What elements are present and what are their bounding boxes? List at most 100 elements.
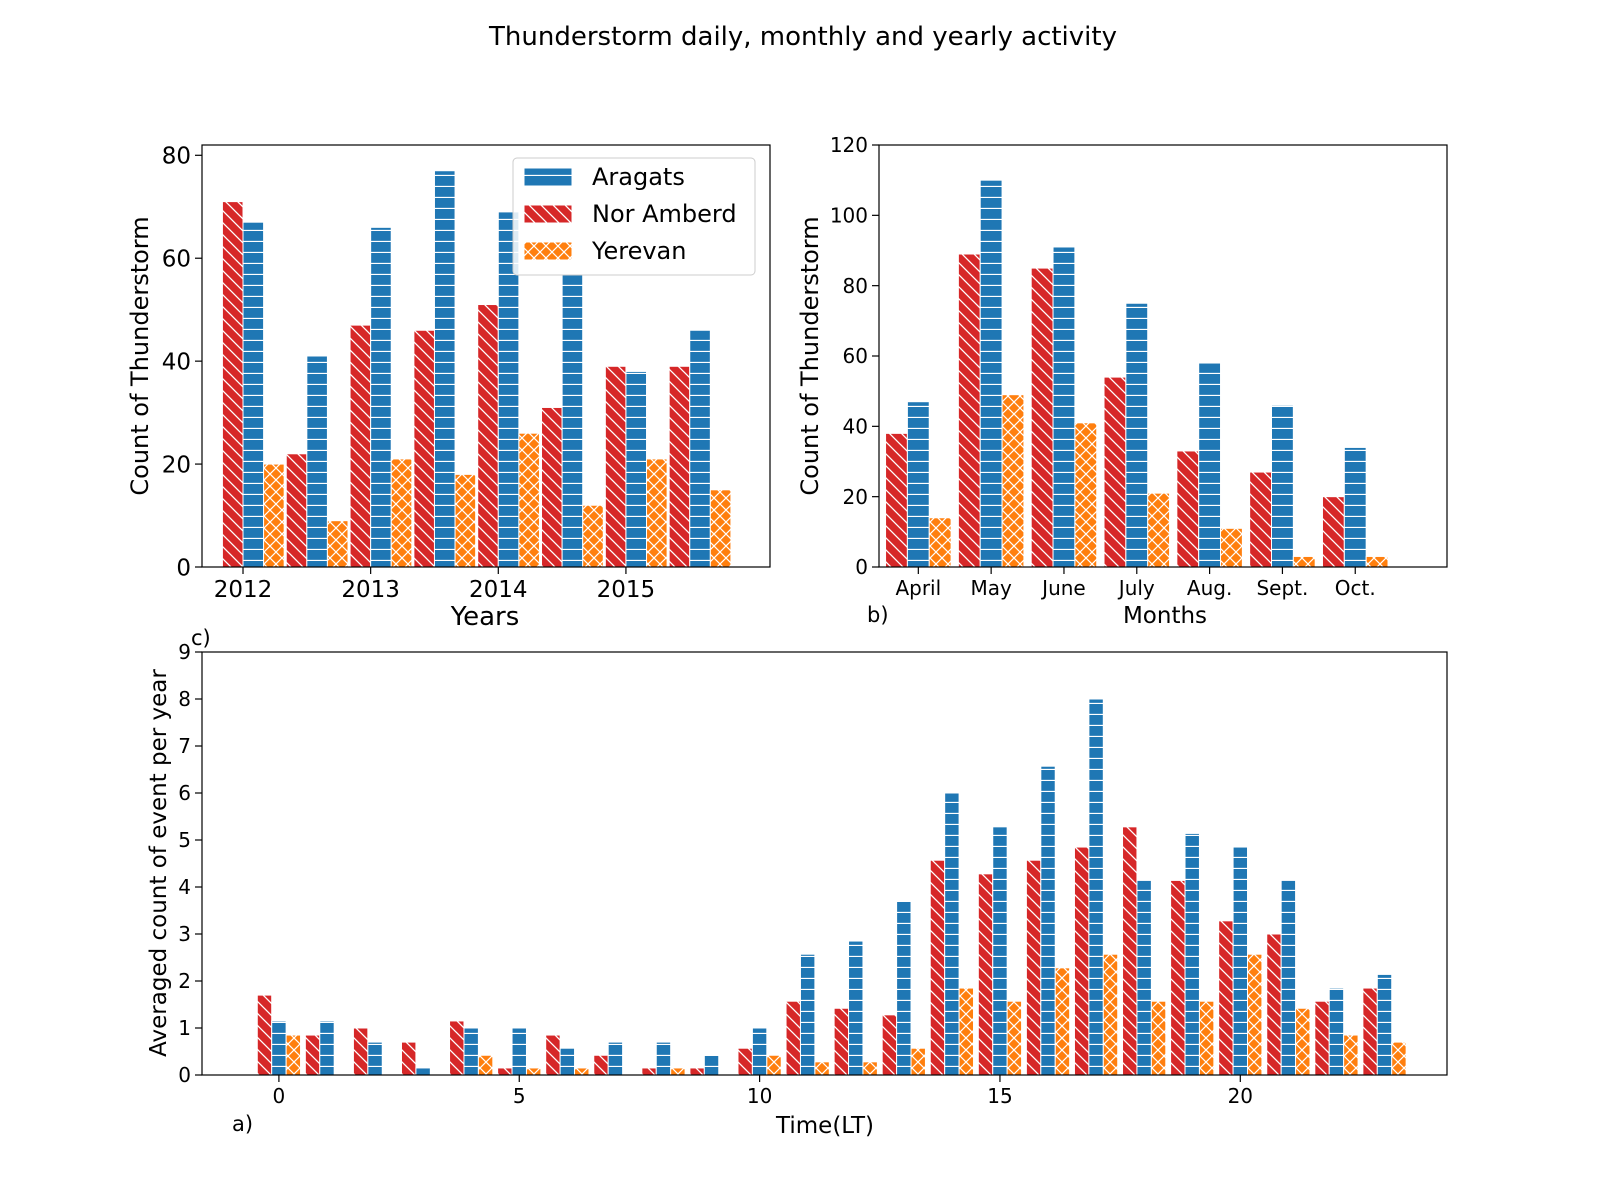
daily-bar-aragats bbox=[1184, 832, 1200, 1076]
monthly-bar-nor-amberd bbox=[1321, 496, 1345, 568]
daily-bar-yerevan bbox=[1006, 1000, 1023, 1076]
daily-bar-nor-amberd bbox=[1314, 1000, 1330, 1076]
daily-y-tick-label: 2 bbox=[178, 969, 191, 993]
monthly-y-tick-label: 80 bbox=[843, 274, 868, 298]
monthly-bar-nor-amberd bbox=[1103, 376, 1127, 568]
daily-y-tick-label: 6 bbox=[178, 781, 191, 805]
daily-bar-aragats bbox=[319, 1020, 335, 1076]
yearly-bar-yerevan bbox=[454, 473, 477, 568]
monthly-bar-yerevan bbox=[928, 517, 952, 568]
monthly-y-tick-label: 100 bbox=[830, 204, 868, 228]
yearly-x-tick-label: 2014 bbox=[469, 577, 528, 603]
monthly-bar-aragats bbox=[1125, 302, 1149, 568]
monthly-bar-yerevan bbox=[1292, 555, 1316, 568]
yearly-x-axis: 2012 2013 2014 2015 bbox=[214, 567, 655, 603]
daily-bar-aragats bbox=[1280, 879, 1297, 1076]
monthly-bar-yerevan bbox=[1147, 492, 1171, 568]
monthly-chart: 0 20 40 60 80 100 120 April May June July Aug. Sept… bbox=[796, 133, 1448, 629]
daily-bar-aragats bbox=[559, 1047, 576, 1076]
yearly-bar-aragats bbox=[561, 273, 584, 568]
daily-x-axis: 0 5 10 15 20 bbox=[273, 1075, 1253, 1108]
daily-bar-yerevan bbox=[1247, 953, 1263, 1076]
daily-y-tick-label: 4 bbox=[178, 875, 191, 899]
monthly-y-tick-label: 0 bbox=[855, 555, 868, 579]
monthly-bar-aragats bbox=[979, 179, 1003, 568]
monthly-x-tick-label: July bbox=[1117, 576, 1155, 600]
monthly-bar-nor-amberd bbox=[1249, 471, 1273, 568]
yearly-bar-nor-amberd bbox=[541, 406, 563, 568]
monthly-bar-nor-amberd bbox=[1030, 267, 1054, 568]
monthly-x-axis: April May June July Aug. Sept. Oct. bbox=[895, 567, 1376, 600]
yearly-x-tick-label: 2012 bbox=[214, 577, 273, 603]
daily-y-tick-label: 3 bbox=[178, 922, 191, 946]
monthly-bar-nor-amberd bbox=[957, 253, 981, 568]
daily-bar-aragats bbox=[1376, 973, 1393, 1076]
yearly-bar-aragats bbox=[242, 221, 265, 568]
daily-bar-nor-amberd bbox=[1362, 987, 1378, 1076]
daily-x-tick-label: 20 bbox=[1228, 1084, 1253, 1108]
daily-bar-yerevan bbox=[1295, 1007, 1311, 1076]
daily-bar-nor-amberd bbox=[497, 1067, 513, 1076]
yearly-x-axis-label: Years bbox=[450, 602, 520, 632]
yearly-bar-yerevan bbox=[518, 432, 540, 568]
yearly-bar-nor-amberd bbox=[413, 329, 435, 568]
daily-bar-aragats bbox=[1328, 987, 1345, 1076]
monthly-y-tick-label: 60 bbox=[843, 344, 868, 368]
daily-bar-yerevan bbox=[1102, 953, 1119, 1076]
daily-bar-nor-amberd bbox=[1025, 859, 1042, 1076]
yearly-bar-nor-amberd bbox=[604, 365, 627, 568]
daily-y-tick-label: 9 bbox=[178, 640, 191, 664]
daily-bar-aragats bbox=[511, 1027, 527, 1076]
yearly-y-tick-label: 40 bbox=[162, 349, 191, 375]
yearly-plot-frame bbox=[201, 144, 771, 568]
monthly-x-tick-label: Sept. bbox=[1256, 576, 1308, 600]
daily-x-tick-label: 0 bbox=[273, 1084, 286, 1108]
monthly-bar-yerevan bbox=[1074, 422, 1098, 568]
daily-y-axis-label: Averaged count of event per year bbox=[146, 669, 172, 1057]
yearly-chart: 0 20 40 60 80 2012 2013 2014 2015 Count of Thun… bbox=[126, 144, 771, 632]
monthly-bar-aragats bbox=[906, 401, 930, 568]
monthly-y-axis: 0 20 40 60 80 100 120 bbox=[830, 133, 879, 579]
daily-bar-nor-amberd bbox=[256, 994, 273, 1076]
daily-bar-nor-amberd bbox=[545, 1034, 561, 1076]
monthly-y-tick-label: 20 bbox=[843, 485, 868, 509]
daily-bar-aragats bbox=[607, 1041, 624, 1076]
monthly-bar-yerevan bbox=[1220, 527, 1243, 568]
yearly-bar-nor-amberd bbox=[285, 453, 308, 568]
daily-bar-yerevan bbox=[1198, 1000, 1215, 1076]
yearly-y-tick-label: 60 bbox=[162, 246, 191, 272]
daily-bar-aragats bbox=[1136, 879, 1152, 1076]
daily-bar-aragats bbox=[271, 1020, 287, 1076]
monthly-bar-aragats bbox=[1343, 446, 1367, 568]
daily-bar-nor-amberd bbox=[977, 873, 994, 1076]
monthly-y-tick-label: 120 bbox=[830, 133, 868, 157]
daily-x-tick-label: 5 bbox=[513, 1084, 526, 1108]
monthly-x-tick-label: Aug. bbox=[1187, 576, 1232, 600]
daily-bar-nor-amberd bbox=[593, 1054, 609, 1076]
daily-bar-aragats bbox=[1232, 846, 1249, 1076]
daily-bar-yerevan bbox=[862, 1061, 878, 1076]
monthly-y-axis-label: Count of Thunderstorm bbox=[796, 216, 824, 495]
monthly-bar-aragats bbox=[1198, 362, 1222, 568]
daily-y-tick-label: 0 bbox=[178, 1063, 191, 1087]
daily-bar-nor-amberd bbox=[641, 1067, 657, 1076]
legend: Aragats Nor Amberd Yerevan bbox=[512, 157, 756, 276]
daily-x-tick-label: 15 bbox=[987, 1084, 1012, 1108]
daily-bar-yerevan bbox=[574, 1067, 590, 1076]
daily-y-tick-label: 1 bbox=[178, 1016, 191, 1040]
daily-bar-yerevan bbox=[285, 1034, 302, 1076]
daily-bar-nor-amberd bbox=[1073, 846, 1090, 1076]
legend-label-yerevan: Yerevan bbox=[591, 237, 686, 265]
yearly-bar-aragats bbox=[370, 226, 392, 568]
legend-swatch-yerevan bbox=[523, 241, 573, 261]
daily-bar-yerevan bbox=[1054, 967, 1071, 1076]
daily-bar-nor-amberd bbox=[304, 1034, 321, 1076]
legend-swatch-aragats bbox=[523, 167, 573, 187]
monthly-bar-aragats bbox=[1052, 246, 1076, 568]
daily-bar-nor-amberd bbox=[400, 1041, 417, 1076]
yearly-y-axis: 0 20 40 60 80 bbox=[162, 144, 202, 581]
daily-bar-yerevan bbox=[477, 1054, 494, 1076]
daily-bar-nor-amberd bbox=[833, 1007, 850, 1076]
daily-bar-aragats bbox=[992, 826, 1008, 1076]
